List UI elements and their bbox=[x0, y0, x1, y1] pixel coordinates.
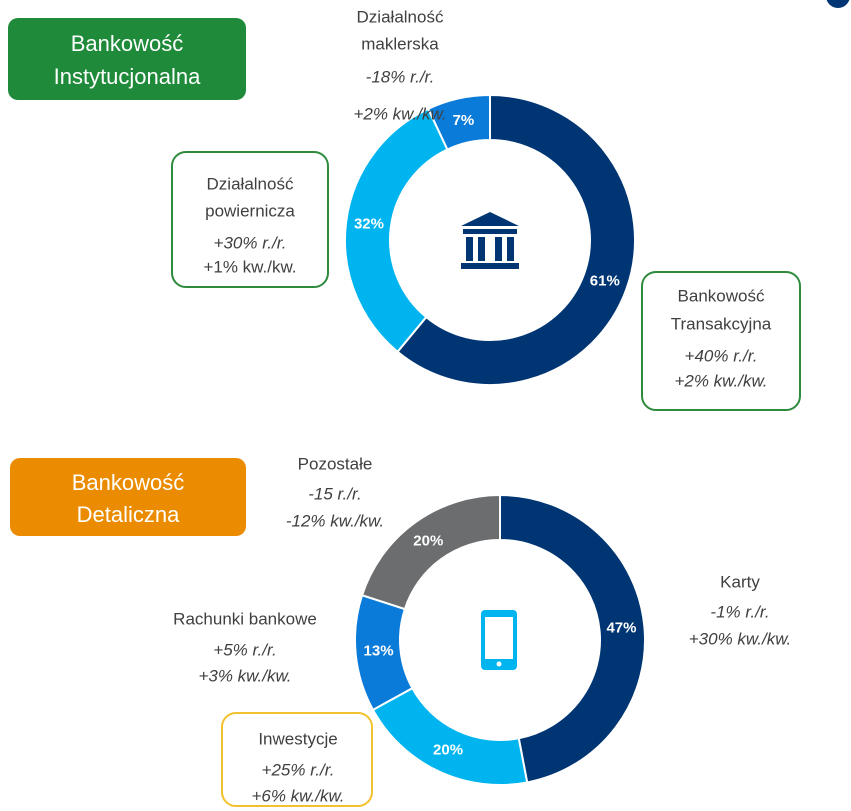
annotation-name: Karty bbox=[720, 572, 760, 591]
annotation-qoq: -12% kw./kw. bbox=[286, 511, 384, 530]
corner-decoration bbox=[826, 0, 850, 8]
annotation-box bbox=[221, 712, 373, 807]
segment-label: 13% bbox=[364, 642, 394, 659]
annotation-qoq: +2% kw./kw. bbox=[674, 371, 767, 390]
badge-label: Detaliczna bbox=[77, 502, 180, 527]
badge-label: Bankowość bbox=[71, 31, 184, 56]
segment-label: 47% bbox=[606, 619, 636, 636]
donut-segment bbox=[499, 493, 646, 784]
bank-icon bbox=[461, 212, 519, 269]
annotation-yoy: -15 r./r. bbox=[308, 484, 362, 503]
annotation-qoq: +6% kw./kw. bbox=[251, 786, 344, 805]
badge-label: Instytucjonalna bbox=[54, 64, 202, 89]
annotation-name: Pozostałe bbox=[298, 454, 373, 473]
annotation-qoq: +2% kw./kw. bbox=[353, 104, 446, 123]
annotation-yoy: -18% r./r. bbox=[366, 67, 435, 86]
donut-segment bbox=[426, 93, 491, 151]
annotation-box bbox=[171, 151, 329, 288]
annotation-box bbox=[641, 271, 801, 411]
donut-segment bbox=[344, 107, 449, 354]
annotation-name: Inwestycje bbox=[258, 729, 337, 748]
annotation-name: maklerska bbox=[361, 34, 439, 53]
annotation-name: Działalność bbox=[357, 7, 444, 26]
badge-box bbox=[10, 458, 246, 536]
annotation-name: Transakcyjna bbox=[671, 314, 772, 333]
annotation-qoq: +30% kw./kw. bbox=[689, 629, 792, 648]
annotation-yoy: +40% r./r. bbox=[685, 346, 758, 365]
segment-label: 61% bbox=[590, 272, 620, 289]
badge-box bbox=[8, 18, 246, 100]
badge-label: Bankowość bbox=[72, 470, 185, 495]
segment-label: 20% bbox=[433, 741, 463, 758]
annotation-name: powiernicza bbox=[205, 201, 295, 220]
phone-icon bbox=[481, 610, 517, 670]
annotation-qoq: +1% kw./kw. bbox=[203, 257, 296, 276]
annotation-name: Działalność bbox=[207, 174, 294, 193]
annotation-yoy: +5% r./r. bbox=[213, 640, 276, 659]
annotation-qoq: +3% kw./kw. bbox=[198, 666, 291, 685]
segment-label: 32% bbox=[354, 216, 384, 233]
annotation-name: Rachunki bankowe bbox=[173, 609, 317, 628]
segment-label: 7% bbox=[453, 112, 475, 129]
segment-label: 20% bbox=[413, 532, 443, 549]
annotation-yoy: -1% r./r. bbox=[710, 602, 769, 621]
annotation-name: Bankowość bbox=[678, 286, 765, 305]
annotation-yoy: +30% r./r. bbox=[214, 233, 287, 252]
annotation-yoy: +25% r./r. bbox=[262, 760, 335, 779]
donut-segment bbox=[371, 686, 529, 786]
donut-segment bbox=[396, 93, 636, 386]
donut-segment bbox=[360, 493, 501, 611]
